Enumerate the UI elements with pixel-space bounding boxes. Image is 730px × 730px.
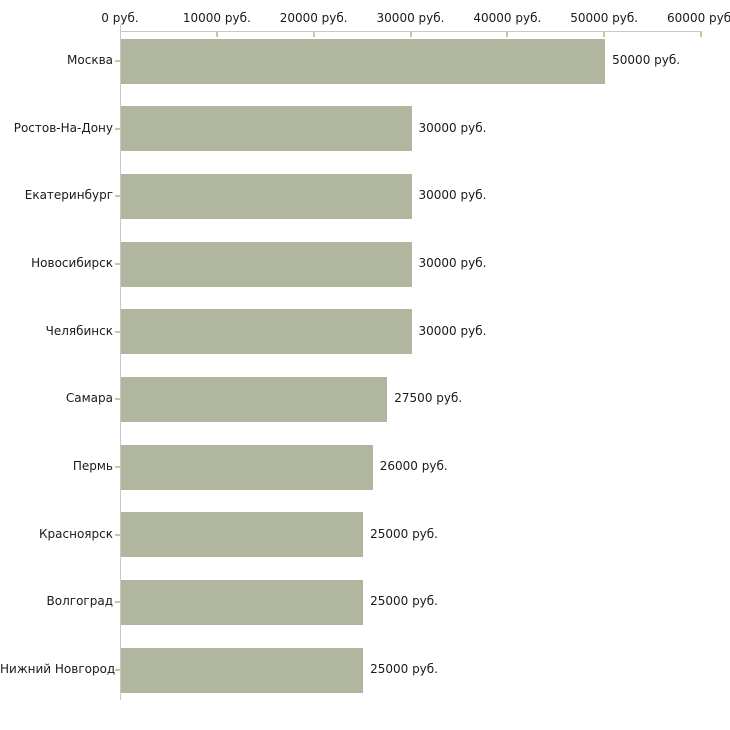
x-tick-label: 60000 руб.	[667, 11, 730, 25]
bar-9	[121, 579, 364, 625]
x-tick-mark	[700, 32, 702, 37]
bar-8	[121, 512, 364, 558]
category-tick-mark	[115, 330, 120, 333]
bar-2	[121, 106, 412, 152]
x-tick-mark	[215, 32, 218, 37]
category-label: Челябинск	[45, 323, 113, 338]
value-label: 50000 руб.	[612, 53, 681, 67]
value-label: 25000 руб.	[370, 526, 438, 541]
category-tick-mark	[115, 533, 120, 536]
x-tick-mark	[312, 32, 315, 37]
category-tick-mark	[115, 263, 120, 265]
x-tick-label: 40000 руб.	[473, 11, 542, 25]
x-tick-mark	[506, 32, 509, 37]
value-label: 25000 руб.	[370, 662, 438, 677]
value-label: 30000 руб.	[418, 188, 487, 203]
x-tick-label: 0 руб.	[101, 11, 139, 25]
category-tick-mark	[115, 127, 120, 130]
bar-6	[121, 376, 388, 422]
category-label: Самара	[65, 391, 113, 406]
category-label: Красноярск	[39, 526, 113, 541]
x-tick-label: 30000 руб.	[376, 11, 445, 25]
category-tick-mark	[115, 195, 120, 198]
value-label: 26000 руб.	[379, 459, 448, 474]
bar-7	[121, 444, 373, 490]
category-tick-mark	[115, 601, 120, 604]
category-label: Екатеринбург	[24, 188, 113, 203]
value-label: 30000 руб.	[418, 323, 487, 338]
bar-5	[121, 309, 412, 355]
value-label: 30000 руб.	[418, 120, 487, 135]
category-tick-mark	[115, 60, 120, 62]
category-tick-mark	[115, 669, 120, 672]
value-label: 25000 руб.	[370, 594, 438, 609]
category-label: Ростов-На-Дону	[13, 120, 113, 135]
category-tick-mark	[115, 466, 120, 469]
category-label: Новосибирск	[31, 256, 113, 270]
x-axis-line	[120, 31, 702, 32]
bar-4	[121, 241, 412, 287]
bar-1	[121, 38, 606, 84]
bar-10	[121, 647, 364, 693]
x-tick-label: 50000 руб.	[570, 11, 639, 25]
category-label: Москва	[67, 53, 113, 67]
category-label: Пермь	[72, 459, 113, 474]
y-axis-line	[120, 25, 121, 700]
bar-3	[121, 173, 412, 219]
x-tick-label: 20000 руб.	[279, 11, 348, 25]
x-tick-label: 10000 руб.	[182, 11, 251, 25]
value-label: 27500 руб.	[394, 391, 463, 406]
x-tick-mark	[409, 32, 412, 37]
category-label: Волгоград	[46, 594, 113, 609]
x-tick-mark	[603, 32, 606, 37]
category-label: Нижний Новгород	[0, 662, 116, 677]
category-tick-mark	[115, 398, 120, 401]
value-label: 30000 руб.	[418, 256, 487, 270]
